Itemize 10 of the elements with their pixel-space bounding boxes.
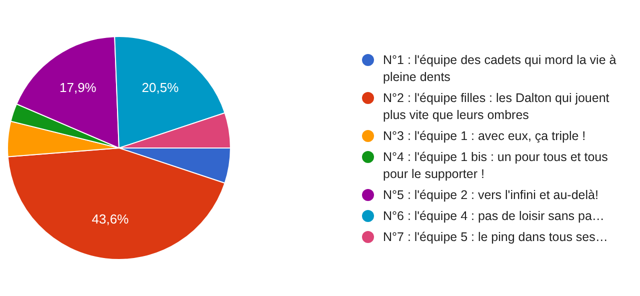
data-label: 17,9% <box>60 80 97 95</box>
legend-label: N°7 : l'équipe 5 : le ping dans tous ses… <box>383 229 608 246</box>
data-label: 43,6% <box>92 212 130 227</box>
legend-label: N°2 : l'équipe filles : les Dalton qui jouent plus vite que leurs ombres <box>383 90 610 124</box>
legend-label: N°3 : l'équipe 1 : avec eux, ça triple ! <box>383 128 586 145</box>
data-label: 20,5% <box>142 80 180 95</box>
legend-label: N°4 : l'équipe 1 bis : un pour tous et tous pour le supporter ! <box>383 149 609 183</box>
legend-label: N°6 : l'équipe 4 : pas de loisir sans pa… <box>383 208 604 225</box>
legend-label: N°1 : l'équipe des cadets qui mord la vie à pleine dents <box>383 52 618 86</box>
legend-label: N°5 : l'équipe 2 : vers l'infini et au-delà! <box>383 187 598 204</box>
